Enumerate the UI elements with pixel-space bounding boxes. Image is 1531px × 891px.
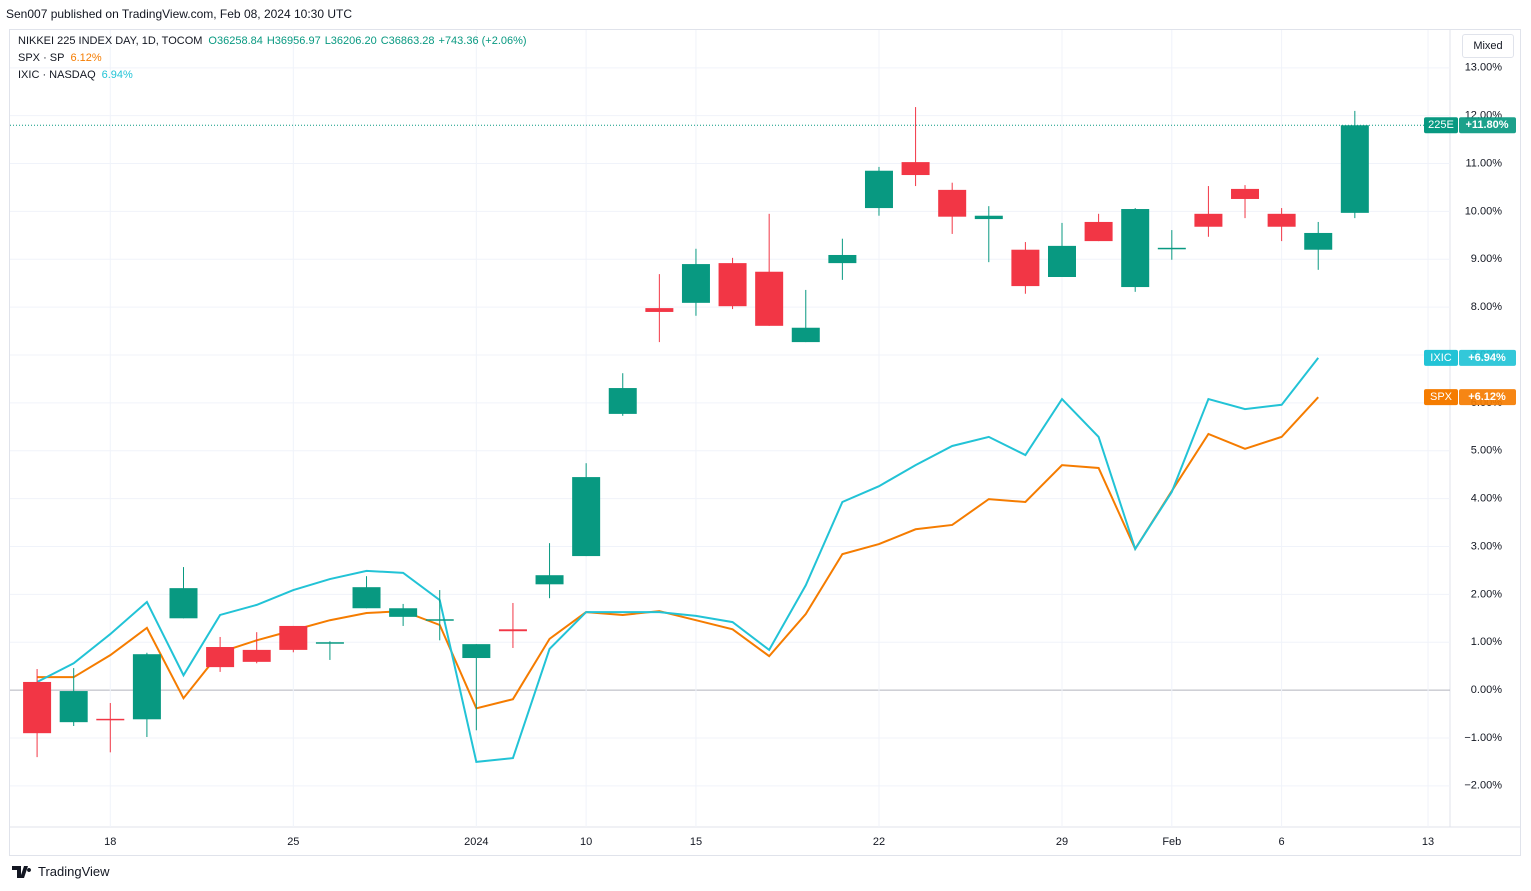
candle-body [572,477,601,557]
legend-spx: SPX · SP 6.12% [18,52,108,64]
labels: −2.00% −1.00% 0.00% 1.00% 2.00% 3.00% 4.00% 5.0… [104,62,1516,848]
y-tick-label: −2.00% [1464,780,1502,792]
badge-value: +11.80% [1465,119,1508,131]
candle-body [681,264,710,303]
badge-value: +6.12% [1468,391,1506,403]
candle-body [1304,232,1333,250]
candle-body [645,308,674,312]
badge-value: +6.94% [1468,352,1506,364]
candle-body [315,642,344,644]
candle-body [96,718,125,721]
candle-body [974,215,1003,220]
y-tick-label: 8.00% [1471,301,1502,313]
x-tick-label: 6 [1279,836,1285,848]
y-tick-label: 10.00% [1465,205,1503,217]
footer-text: TradingView [38,864,110,879]
ohlc: O36258.84 H36956.97 L36206.20 C36863.28 +743… [208,35,530,47]
ohlc-value: +743.36 (+2.06%) [438,35,527,47]
x-tick-label: Feb [1162,836,1181,848]
x-tick-label: 22 [873,836,885,848]
ohlc-value: H36956.97 [266,35,321,47]
badge-value-bg [1459,117,1516,134]
ohlc-value: C36863.28 [380,35,435,47]
candle-body [462,644,491,659]
footer: TradingView [12,864,110,879]
y-tick-label: 5.00% [1471,445,1502,457]
candle-body [1340,125,1369,213]
line-series [37,396,1319,710]
x-tick-label: 29 [1056,836,1068,848]
ohlc-value: L36206.20 [324,35,377,47]
candle-body [498,629,527,632]
x-tick-label: 18 [104,836,116,848]
legend-value: 6.12% [70,52,102,64]
y-tick-label: 13.00% [1465,62,1503,74]
candle-body [1194,213,1223,227]
y-tick-label: 3.00% [1471,540,1502,552]
y-tick-label: 9.00% [1471,253,1502,265]
badge-name: 225E [1428,119,1454,131]
legend-ixic: IXIC · NASDAQ 6.94% [18,69,139,81]
candle-body [791,327,820,343]
x-tick-label: 25 [287,836,299,848]
legend-name: IXIC · NASDAQ [18,69,96,81]
y-tick-label: 2.00% [1471,588,1502,600]
badge-value-bg [1459,349,1516,366]
candle-body [1047,245,1076,277]
y-tick-label: 1.00% [1471,636,1502,648]
badge-name: SPX [1430,391,1453,403]
marks [10,107,1450,763]
y-tick-label: 4.00% [1471,493,1502,505]
ohlc-value: O36258.84 [208,35,263,47]
y-tick-label: 0.00% [1471,684,1502,696]
candle-body [352,587,381,609]
candle-body [608,388,637,414]
x-tick-label: 10 [580,836,592,848]
candle-body [1231,188,1260,199]
legend-name: NIKKEI 225 INDEX DAY, 1D, TOCOM [18,35,203,47]
legend-name: SPX · SP [18,52,65,64]
candle-body [864,170,893,209]
scale-mode-button[interactable]: Mixed [1462,34,1514,58]
candle-body [901,162,930,176]
candle-body [59,691,88,723]
x-tick-label: 2024 [464,836,488,848]
grid [10,30,1450,827]
y-tick-label: −1.00% [1464,732,1502,744]
badge-name: IXIC [1430,352,1451,364]
candle-body [1267,213,1296,227]
x-tick-label: 15 [690,836,702,848]
candle-body [169,588,198,619]
candle-body [535,575,564,585]
candle-body [828,254,857,264]
candle-body [718,263,747,307]
candle-body [938,189,967,217]
candle-body [279,625,308,650]
badge-name-bg [1424,117,1458,134]
candle-body [132,654,161,720]
candle-body [755,271,784,326]
candle-body [1011,249,1040,287]
candle-body [425,619,454,621]
candle-body [206,647,235,668]
logo [12,865,32,878]
x-tick-label: 13 [1422,836,1434,848]
candle-body [389,608,418,617]
legend-main: NIKKEI 225 INDEX DAY, 1D, TOCOM O36258.84… [18,35,537,47]
publish-header: Sen007 published on TradingView.com, Feb… [6,7,353,21]
candle-body [1121,209,1150,288]
y-tick-label: 11.00% [1466,157,1503,169]
line-series [36,357,1320,763]
chart-frame [9,29,1521,856]
candle-body [23,681,52,734]
legend-value: 6.94% [101,69,133,81]
badge-value-bg [1459,389,1516,406]
badge-name-bg [1424,349,1458,366]
candle-body [1084,221,1113,242]
candle-body [1157,247,1186,250]
candle-body [242,649,271,662]
badge-name-bg [1424,389,1458,406]
